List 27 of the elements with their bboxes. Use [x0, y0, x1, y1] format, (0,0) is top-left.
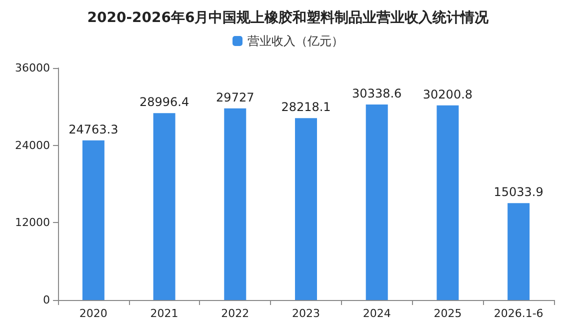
y-tick-label: 36000 [15, 62, 50, 74]
x-tick-label: 2025 [434, 307, 462, 320]
x-tick-label: 2026.1-6 [494, 307, 544, 320]
chart-title: 2020-2026年6月中国规上橡胶和塑料制品业营业收入统计情况 [87, 9, 490, 26]
bar [153, 113, 176, 300]
data-label: 24763.3 [68, 122, 118, 136]
x-tick-label: 2021 [150, 307, 178, 320]
data-label: 28218.1 [281, 100, 331, 114]
data-label: 29727 [216, 90, 254, 104]
bar [436, 105, 459, 300]
data-label: 30338.6 [352, 86, 402, 100]
y-tick-label: 0 [43, 294, 50, 306]
bar [295, 118, 317, 300]
data-label: 30200.8 [422, 87, 473, 102]
legend-label: 营业收入（亿元） [248, 34, 344, 48]
y-tick-label: 12000 [15, 216, 50, 230]
bar [82, 140, 104, 300]
x-tick-label: 2024 [362, 307, 391, 320]
y-tick-label: 24000 [15, 138, 50, 152]
bar [366, 104, 388, 300]
x-tick-label: 2022 [221, 307, 250, 320]
bar [224, 108, 246, 300]
data-label: 28996.4 [139, 95, 190, 110]
x-tick-label: 2023 [292, 307, 320, 320]
bar [508, 203, 530, 300]
data-label: 15033.9 [494, 185, 544, 200]
x-tick-label: 2020 [79, 307, 108, 320]
